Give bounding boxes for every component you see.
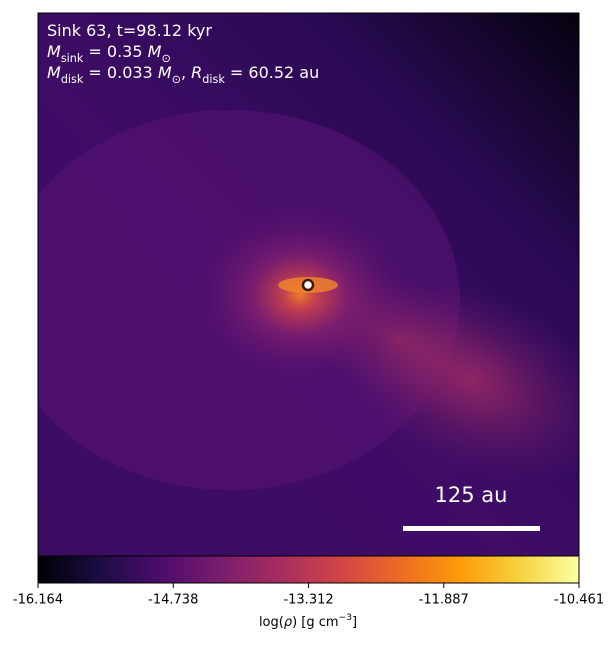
tick-label: -10.461 [554,593,604,608]
colorbar [37,555,580,584]
sink-marker [301,278,315,292]
text-part: = 0.033 [83,63,157,82]
text-part: ⊙ [172,73,181,86]
text-part: = 0.35 [83,42,147,61]
text-part: disk [202,73,225,86]
colorbar-axis: -16.164 -14.738 -13.312 -11.887 -10.461 [13,583,604,608]
annotation-line: Mdisk = 0.033 M⊙, Rdisk = 60.52 au [47,63,319,86]
text-part: log( [259,615,284,630]
text-part: M [148,42,162,61]
text-part: Sink 63, t=98.12 kyr [47,21,212,40]
text-part: sink [61,52,84,65]
text-part: M [47,42,61,61]
tick-label: -16.164 [13,593,63,608]
colorbar-label: log(ρ) [g cm−3] [259,613,357,630]
text-part: ] [352,615,357,630]
text-part: −3 [339,613,353,623]
text-part: M [47,63,61,82]
scale-bar [403,526,540,531]
text-part: ) [g cm [292,615,338,630]
annotation-line: Msink = 0.35 M⊙ [47,42,171,65]
density-map [38,13,579,556]
text-part: ρ [284,615,293,630]
text-part: M [158,63,172,82]
text-part: disk [61,73,84,86]
annotation-line: Sink 63, t=98.12 kyr [47,21,212,40]
text-part: R [191,63,202,82]
tick-label: -14.738 [148,593,198,608]
text-part: ⊙ [161,52,170,65]
tick-label: -13.312 [283,593,333,608]
text-part: = 60.52 au [225,63,319,82]
tick-label: -11.887 [419,593,469,608]
text-part: , [181,63,191,82]
scale-bar-label: 125 au [435,483,508,507]
